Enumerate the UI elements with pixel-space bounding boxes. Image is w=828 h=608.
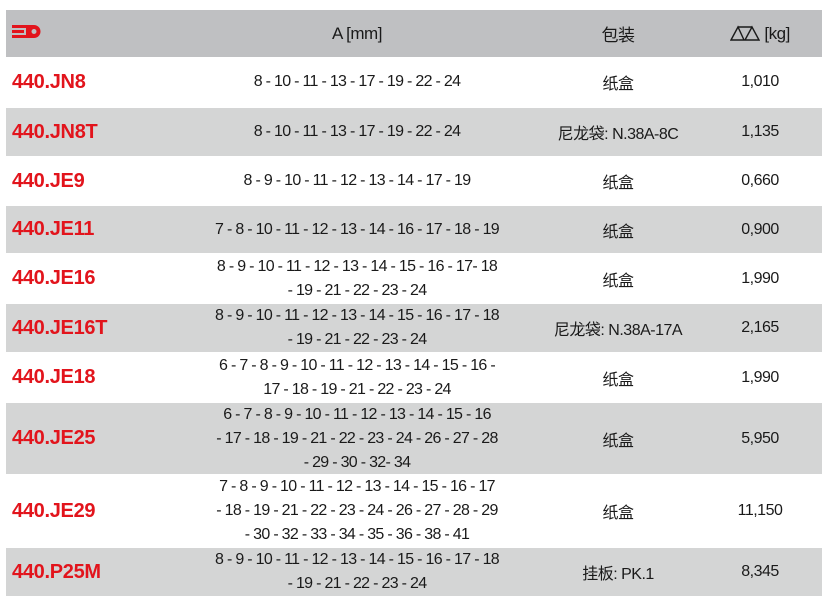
product-table: A [mm] 包装 [kg] 440.JN8 8 - 10 - 11 - 13 … — [6, 10, 822, 598]
packaging: 纸盒 — [602, 505, 634, 522]
table-row: 440.JE29 7 - 8 - 9 - 10 - 11 - 12 - 13 -… — [6, 476, 822, 546]
size-list: 8 - 10 - 11 - 13 - 17 - 19 - 22 - 24 — [176, 70, 538, 94]
packaging: 纸盒 — [602, 223, 634, 241]
packaging: 纸盒 — [602, 432, 634, 450]
size-line: 6 - 7 - 8 - 9 - 10 - 11 - 12 - 13 - 14 -… — [219, 356, 496, 374]
size-line: 6 - 7 - 8 - 9 - 10 - 11 - 12 - 13 - 14 -… — [223, 405, 491, 423]
packaging: 尼龙袋: N.38A-17A — [553, 322, 683, 339]
size-list: 8 - 9 - 10 - 11 - 12 - 13 - 14 - 15 - 16… — [176, 255, 538, 303]
size-line: 7 - 8 - 9 - 10 - 11 - 12 - 13 - 14 - 15 … — [219, 478, 495, 495]
packaging: 尼龙袋: N.38A-8C — [557, 126, 679, 143]
size-line: - 19 - 21 - 22 - 23 - 24 — [287, 281, 428, 299]
size-line: 8 - 10 - 11 - 13 - 17 - 19 - 22 - 24 — [253, 123, 461, 140]
size-list: 8 - 10 - 11 - 13 - 17 - 19 - 22 - 24 — [176, 120, 538, 144]
product-code: 440.JE18 — [12, 366, 96, 388]
weight: 11,150 — [737, 502, 783, 519]
header-a-mm: A [mm] — [332, 23, 382, 43]
size-list: 6 - 7 - 8 - 9 - 10 - 11 - 12 - 13 - 14 -… — [176, 403, 538, 475]
weight: 8,345 — [741, 563, 779, 580]
weight-unit: [kg] — [764, 23, 790, 43]
header-code-cell — [6, 24, 176, 43]
size-line: 8 - 10 - 11 - 13 - 17 - 19 - 22 - 24 — [253, 73, 461, 90]
packaging: 纸盒 — [602, 76, 634, 93]
packaging: 纸盒 — [602, 371, 634, 389]
product-code: 440.JN8 — [12, 70, 86, 93]
product-code: 440.JE9 — [12, 169, 85, 192]
size-line: - 19 - 21 - 22 - 23 - 24 — [287, 331, 428, 348]
size-line: 17 - 18 - 19 - 21 - 22 - 23 - 24 — [263, 380, 451, 398]
size-list: 8 - 9 - 10 - 11 - 12 - 13 - 14 - 17 - 19 — [176, 169, 538, 193]
table-header: A [mm] 包装 [kg] — [6, 10, 822, 57]
product-code: 440.JE29 — [12, 499, 96, 522]
size-line: - 18 - 19 - 21 - 22 - 23 - 24 - 26 - 27 … — [216, 502, 498, 519]
weight: 0,660 — [741, 172, 779, 189]
table-row: 440.JE16 8 - 9 - 10 - 11 - 12 - 13 - 14 … — [6, 255, 822, 302]
size-line: 8 - 9 - 10 - 11 - 12 - 13 - 14 - 15 - 16… — [215, 551, 500, 568]
table-row: 440.P25M 8 - 9 - 10 - 11 - 12 - 13 - 14 … — [6, 548, 822, 596]
packaging: 纸盒 — [602, 175, 634, 192]
table-row: 440.JE11 7 - 8 - 10 - 11 - 12 - 13 - 14 … — [6, 206, 822, 253]
product-code: 440.JE25 — [12, 427, 96, 449]
table-row: 440.JE25 6 - 7 - 8 - 9 - 10 - 11 - 12 - … — [6, 403, 822, 474]
size-line: - 30 - 32 - 33 - 34 - 35 - 36 - 38 - 41 — [244, 526, 470, 543]
size-list: 6 - 7 - 8 - 9 - 10 - 11 - 12 - 13 - 14 -… — [176, 354, 538, 402]
product-code: 440.JE11 — [12, 218, 95, 240]
header-weight: [kg] — [698, 24, 822, 44]
weight: 1,990 — [741, 368, 779, 386]
size-list: 8 - 9 - 10 - 11 - 12 - 13 - 14 - 15 - 16… — [176, 304, 538, 352]
table-row: 440.JE18 6 - 7 - 8 - 9 - 10 - 11 - 12 - … — [6, 354, 822, 401]
red-wrench-logo-icon — [12, 25, 41, 38]
weight: 1,135 — [741, 123, 779, 140]
product-code: 440.P25M — [12, 560, 101, 583]
product-code: 440.JE16T — [12, 316, 108, 339]
weight: 1,990 — [741, 269, 779, 287]
weight: 0,900 — [741, 220, 779, 238]
weight: 1,010 — [741, 73, 779, 90]
table-row: 440.JE9 8 - 9 - 10 - 11 - 12 - 13 - 14 -… — [6, 158, 822, 204]
size-line: - 29 - 30 - 32- 34 — [303, 453, 411, 471]
size-line: - 17 - 18 - 19 - 21 - 22 - 23 - 24 - 26 … — [216, 429, 498, 447]
size-list: 7 - 8 - 10 - 11 - 12 - 13 - 14 - 16 - 17… — [176, 218, 538, 242]
balance-scale-icon — [729, 24, 761, 41]
weight: 2,165 — [741, 319, 779, 336]
table-row: 440.JN8T 8 - 10 - 11 - 13 - 17 - 19 - 22… — [6, 108, 822, 156]
packaging: 纸盒 — [602, 272, 634, 290]
size-line: 7 - 8 - 10 - 11 - 12 - 13 - 14 - 16 - 17… — [215, 220, 500, 238]
size-line: 8 - 9 - 10 - 11 - 12 - 13 - 14 - 15 - 16… — [215, 307, 500, 324]
product-code: 440.JN8T — [12, 120, 98, 143]
weight: 5,950 — [741, 429, 779, 447]
table-row: 440.JE16T 8 - 9 - 10 - 11 - 12 - 13 - 14… — [6, 304, 822, 352]
size-line: 8 - 9 - 10 - 11 - 12 - 13 - 14 - 17 - 19 — [243, 172, 472, 189]
table-row: 440.JN8 8 - 10 - 11 - 13 - 17 - 19 - 22 … — [6, 58, 822, 106]
size-line: 8 - 9 - 10 - 11 - 12 - 13 - 14 - 15 - 16… — [216, 257, 498, 275]
product-code: 440.JE16 — [12, 267, 96, 289]
size-list: 7 - 8 - 9 - 10 - 11 - 12 - 13 - 14 - 15 … — [176, 475, 538, 547]
size-list: 8 - 9 - 10 - 11 - 12 - 13 - 14 - 15 - 16… — [176, 548, 538, 596]
packaging: 挂板: PK.1 — [582, 566, 654, 583]
size-line: - 19 - 21 - 22 - 23 - 24 — [287, 575, 428, 592]
header-packaging: 包装 — [601, 26, 636, 45]
